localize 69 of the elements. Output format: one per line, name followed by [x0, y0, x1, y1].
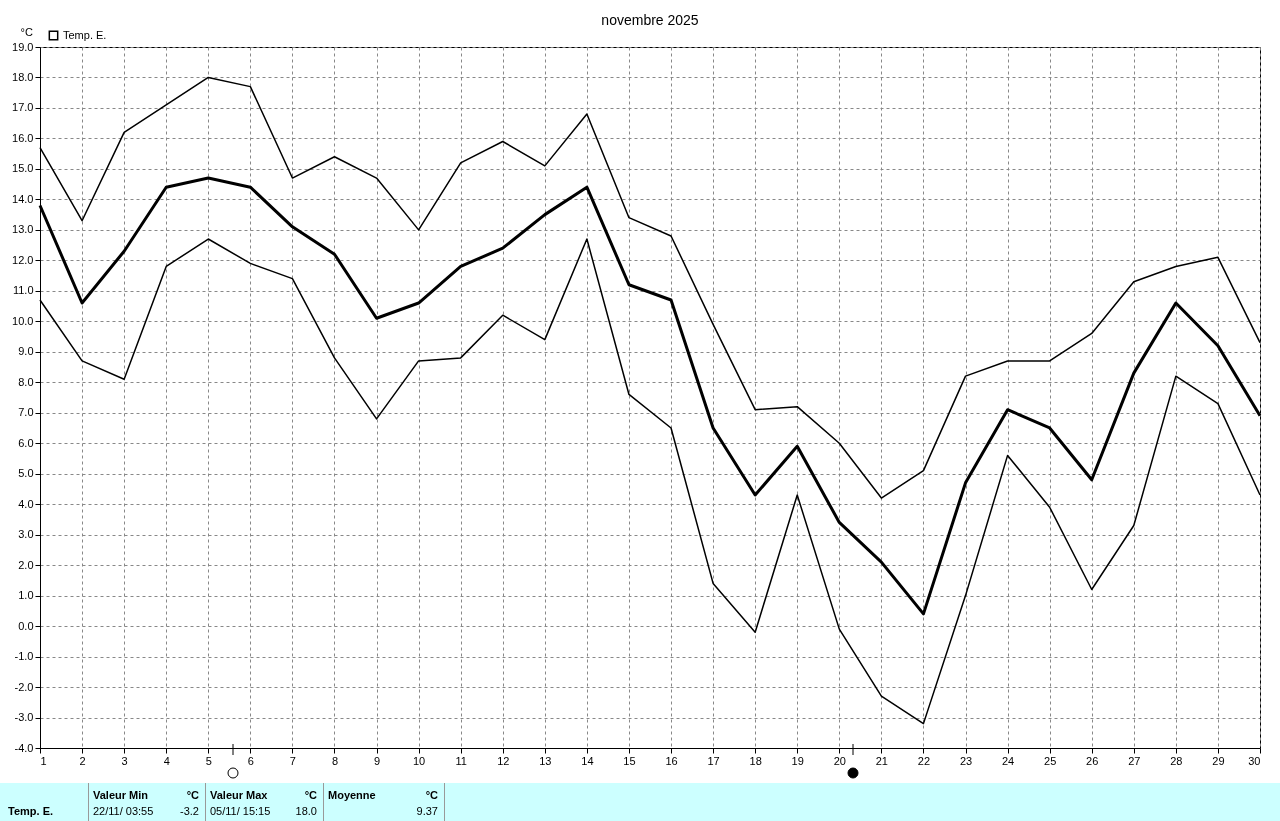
legend-label: Temp. E. — [63, 28, 107, 41]
x-tick-label: 17 — [707, 754, 720, 767]
y-tick-label: 10.0 — [12, 314, 34, 327]
y-tick-label: 13.0 — [12, 223, 34, 236]
x-tick-label: 11 — [455, 754, 467, 767]
x-tick-label: 2 — [79, 754, 86, 767]
x-tick-label: 27 — [1128, 754, 1141, 767]
text: -3.2 — [180, 805, 199, 817]
text: Temp. E. — [8, 805, 54, 817]
y-tick-label: 11.0 — [12, 284, 34, 297]
y-tick-label: 18.0 — [12, 70, 34, 83]
x-tick-label: 9 — [373, 754, 381, 767]
y-tick-label: 1.0 — [18, 589, 34, 602]
y-axis-title: °C — [20, 25, 33, 38]
y-tick-label: 2.0 — [18, 558, 34, 571]
text: 22/11/ 03:55 — [93, 805, 154, 817]
y-tick-label: 5.0 — [18, 467, 34, 480]
x-tick-label: 3 — [121, 754, 128, 767]
x-tick-label: 5 — [205, 754, 212, 767]
x-tick-label: 15 — [623, 754, 636, 767]
x-tick-label: 13 — [539, 754, 552, 767]
x-tick-label: 19 — [791, 754, 804, 767]
y-tick-label: 15.0 — [12, 162, 34, 175]
chart-title: novembre 2025 — [601, 12, 699, 28]
x-tick-label: 29 — [1212, 754, 1225, 767]
text: 9.37 — [416, 805, 438, 817]
y-tick-label: 19.0 — [12, 40, 34, 53]
y-tick-label: 12.0 — [12, 253, 34, 266]
text: °C — [425, 789, 438, 801]
text: °C — [304, 789, 317, 801]
y-tick-label: 7.0 — [18, 406, 34, 419]
text: Valeur Max — [210, 789, 268, 801]
y-tick-label: 16.0 — [12, 131, 34, 144]
x-tick-label: 14 — [581, 754, 594, 767]
text: Valeur Min — [93, 789, 149, 801]
x-tick-label: 24 — [1001, 754, 1015, 767]
text: Moyenne — [328, 789, 376, 801]
y-tick-label: 8.0 — [18, 375, 34, 388]
y-tick-label: 6.0 — [18, 436, 34, 449]
y-tick-label: -2.0 — [14, 680, 34, 693]
x-tick-label: 30 — [1248, 754, 1261, 767]
x-tick-label: 21 — [875, 754, 888, 767]
x-tick-label: 7 — [289, 754, 296, 767]
text: °C — [186, 789, 199, 801]
x-tick-label: 18 — [749, 754, 762, 767]
y-tick-label: 17.0 — [12, 101, 34, 114]
x-tick-label: 16 — [665, 754, 678, 767]
x-tick-label: 4 — [163, 754, 170, 767]
y-tick-label: -3.0 — [14, 711, 34, 724]
y-tick-label: 14.0 — [12, 192, 34, 205]
text: 05/11/ 15:15 — [210, 805, 271, 817]
y-tick-label: 9.0 — [18, 345, 34, 358]
y-tick-label: 4.0 — [18, 497, 34, 510]
x-tick-label: 23 — [959, 754, 973, 767]
x-tick-label: 25 — [1044, 754, 1057, 767]
x-tick-label: 6 — [247, 754, 254, 767]
x-tick-label: 20 — [833, 754, 846, 767]
x-tick-label: 22 — [917, 754, 931, 767]
y-tick-label: -4.0 — [14, 741, 34, 754]
y-tick-label: 3.0 — [18, 528, 34, 541]
x-tick-label: 28 — [1170, 754, 1183, 767]
y-tick-label: -1.0 — [14, 650, 34, 663]
y-tick-label: 0.0 — [18, 619, 34, 632]
x-tick-label: 10 — [413, 754, 426, 767]
x-tick-label: 12 — [497, 754, 510, 767]
x-tick-label: 8 — [331, 754, 339, 767]
x-tick-label: 1 — [40, 754, 47, 767]
text: 18.0 — [295, 805, 317, 817]
x-tick-label: 26 — [1086, 754, 1099, 767]
